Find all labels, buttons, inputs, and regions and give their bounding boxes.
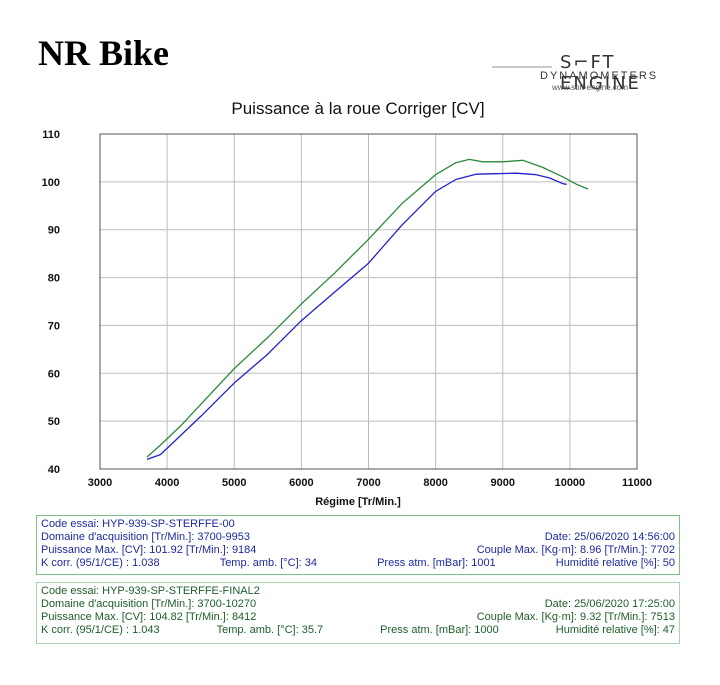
logo-url: www.soft-engine.com [552, 83, 629, 92]
test-humidity: Humidité relative [%]: 50 [555, 557, 675, 569]
y-tick-label: 60 [48, 368, 60, 380]
test-pressure: Press atm. [mBar]: 1001 [377, 557, 496, 569]
y-tick-label: 50 [48, 416, 60, 428]
y-tick-label: 70 [48, 320, 60, 332]
x-tick-label: 3000 [88, 477, 112, 489]
test-kcorr: K corr. (95/1/CE) : 1.038 [41, 557, 160, 569]
x-tick-label: 9000 [491, 477, 515, 489]
chart-axes: 3000 4000 5000 6000 7000 8000 9000 10000 11000 40… [42, 129, 652, 489]
x-tick-label: 10000 [555, 477, 586, 489]
test-code: Code essai: HYP-939-SP-STERFFE-00 [41, 518, 235, 530]
test-code: Code essai: HYP-939-SP-STERFFE-FINAL2 [41, 585, 260, 597]
test-info-2: Code essai: HYP-939-SP-STERFFE-FINAL2 Do… [36, 582, 680, 644]
chart-series [146, 158, 589, 461]
x-tick-label: 8000 [423, 477, 447, 489]
test-power-max: Puissance Max. [CV]: 101.92 [Tr/Min.]: 9… [41, 544, 257, 556]
series-line [146, 158, 589, 458]
test-torque-max: Couple Max. [Kg·m]: 9.32 [Tr/Min.]: 7513 [476, 611, 675, 623]
test-temp: Temp. amb. [°C]: 35.7 [216, 624, 324, 636]
y-tick-label: 40 [48, 464, 60, 476]
test-temp: Temp. amb. [°C]: 34 [219, 557, 318, 569]
series-line [146, 172, 567, 461]
test-pressure: Press atm. [mBar]: 1000 [380, 624, 499, 636]
test-date: Date: 25/06/2020 14:56:00 [544, 531, 675, 543]
test-humidity: Humidité relative [%]: 47 [555, 624, 675, 636]
logo-subtitle: DYNAMOMETERS [540, 70, 659, 82]
plot-frame [99, 133, 638, 470]
y-tick-label: 100 [42, 177, 60, 189]
test-torque-max: Couple Max. [Kg·m]: 8.96 [Tr/Min.]: 7702 [476, 544, 675, 556]
test-domain: Domaine d'acquisition [Tr/Min.]: 3700-10… [41, 598, 257, 610]
x-tick-label: 6000 [289, 477, 313, 489]
test-kcorr: K corr. (95/1/CE) : 1.043 [41, 624, 160, 636]
logo-bar [492, 66, 552, 68]
chart-title: Puissance à la roue Corriger [CV] [231, 99, 484, 118]
y-tick-label: 110 [42, 129, 60, 141]
logo-mark: S⌐FT ENGINE [560, 52, 641, 94]
test-power-max: Puissance Max. [CV]: 104.82 [Tr/Min.]: 8… [41, 611, 257, 623]
chart-grid [99, 133, 638, 470]
x-tick-label: 5000 [222, 477, 246, 489]
x-tick-label: 4000 [155, 477, 179, 489]
power-chart: Puissance à la roue Corriger [CV] 3000 40… [42, 99, 652, 508]
y-tick-label: 80 [48, 273, 60, 285]
soft-engine-logo: S⌐FT ENGINE DYNAMOMETERS www.soft-engine… [492, 50, 692, 96]
x-axis-label: Régime [Tr/Min.] [315, 496, 401, 508]
page-title: NR Bike [38, 33, 170, 73]
y-tick-label: 90 [48, 225, 60, 237]
x-tick-label: 7000 [356, 477, 380, 489]
test-date: Date: 25/06/2020 17:25:00 [544, 598, 675, 610]
x-tick-label: 11000 [622, 477, 652, 489]
test-domain: Domaine d'acquisition [Tr/Min.]: 3700-99… [41, 531, 250, 543]
test-info-1: Code essai: HYP-939-SP-STERFFE-00 Domain… [36, 515, 680, 575]
